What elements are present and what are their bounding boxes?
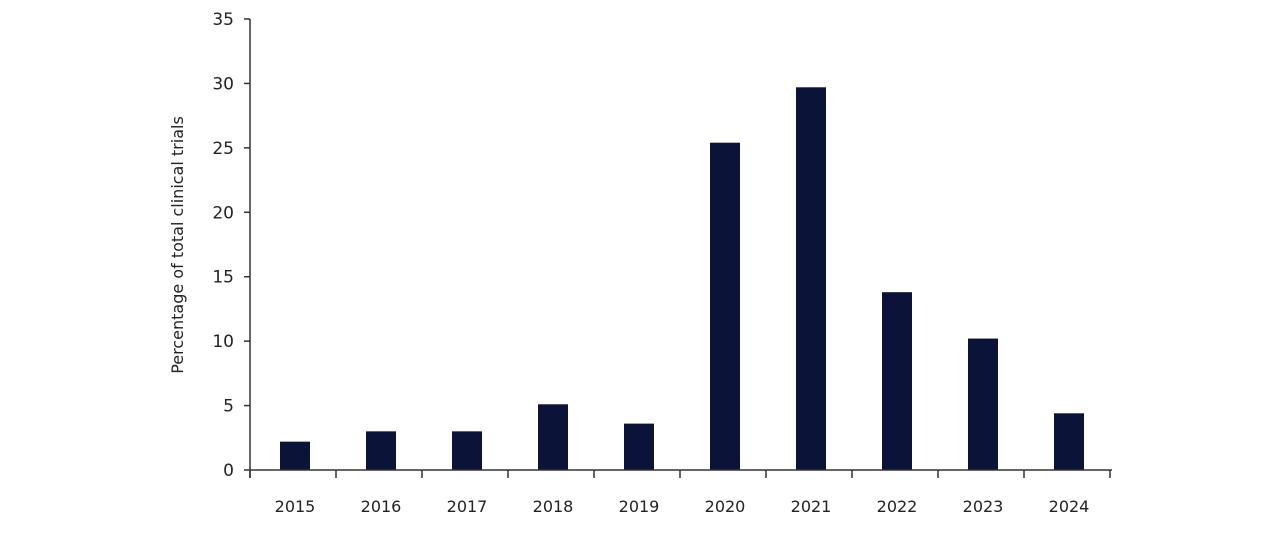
- x-tick-label: 2015: [275, 497, 316, 516]
- x-tick-label: 2018: [533, 497, 574, 516]
- y-tick-label: 5: [223, 397, 234, 417]
- y-tick-label: 0: [223, 461, 234, 481]
- x-tick-label: 2024: [1049, 497, 1090, 516]
- y-tick-label: 15: [212, 268, 234, 288]
- y-tick-label: 30: [212, 74, 234, 94]
- x-tick-label: 2023: [963, 497, 1004, 516]
- bar-2016: [366, 431, 396, 470]
- bar-2022: [882, 292, 912, 470]
- bar-2018: [538, 404, 568, 470]
- x-tick-label: 2016: [361, 497, 402, 516]
- y-tick-label: 25: [212, 139, 234, 159]
- bar-2019: [624, 423, 654, 470]
- x-tick-label: 2021: [791, 497, 832, 516]
- bar-2023: [968, 338, 998, 470]
- x-tick-label: 2022: [877, 497, 918, 516]
- bar-2024: [1054, 413, 1084, 470]
- y-tick-label: 35: [212, 10, 234, 30]
- bar-2021: [796, 87, 826, 471]
- x-tick-label: 2020: [705, 497, 746, 516]
- x-tick-label: 2019: [619, 497, 660, 516]
- x-tick-label: 2017: [447, 497, 488, 516]
- y-tick-label: 20: [212, 203, 234, 223]
- bar-2020: [710, 142, 740, 470]
- bar-2017: [452, 431, 482, 470]
- y-axis-label: Percentage of total clinical trials: [168, 116, 187, 374]
- y-tick-label: 10: [212, 332, 234, 352]
- bar-2015: [280, 441, 310, 470]
